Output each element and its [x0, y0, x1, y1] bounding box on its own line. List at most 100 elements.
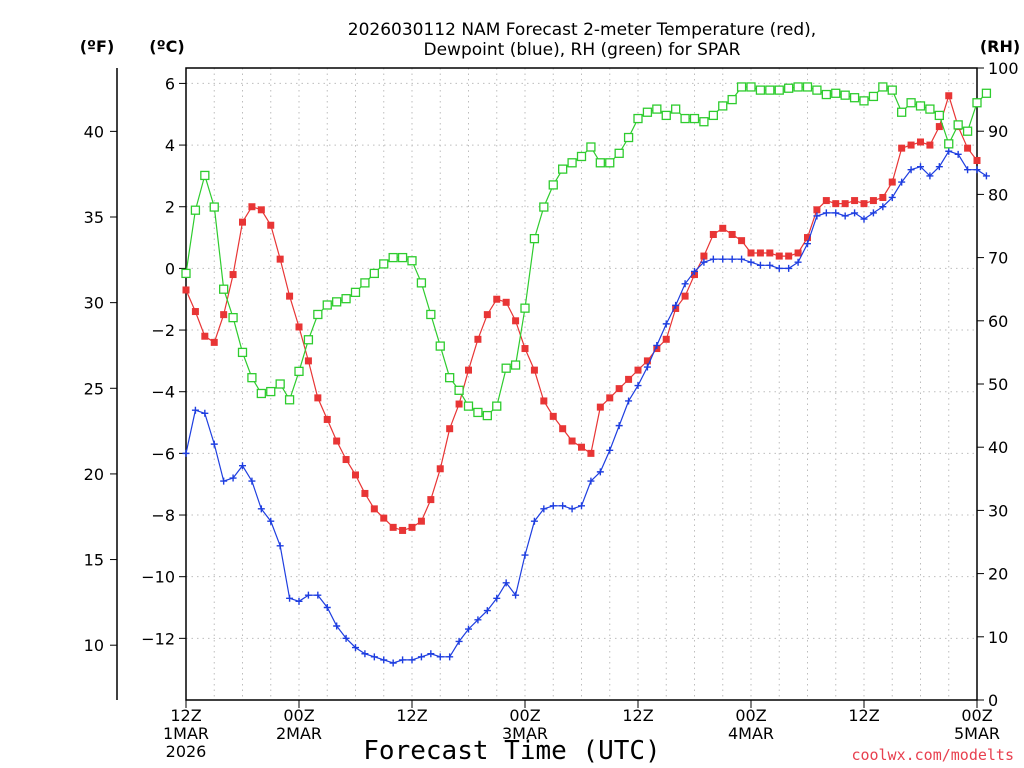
dewpoint-point: [417, 653, 425, 661]
rh-point: [284, 395, 295, 405]
dewpoint-point: [738, 255, 746, 263]
fahrenheit-unit-label: (ºF): [80, 37, 115, 56]
dewpoint-point: [775, 264, 783, 272]
temperature-point: [973, 156, 981, 164]
dewpoint-series: [182, 147, 990, 667]
dewpoint-point: [756, 261, 764, 269]
rh-point: [501, 363, 511, 373]
rh-point: [944, 139, 954, 149]
dewpoint-point: [295, 597, 303, 605]
rh-point: [548, 180, 558, 190]
dewpoint-point: [634, 382, 642, 390]
temperature-point: [804, 234, 811, 242]
rh-point: [510, 360, 521, 370]
temperature-point: [210, 338, 218, 346]
axes: [116, 67, 978, 701]
temperature-point: [719, 224, 727, 232]
credit-text: coolwx.com/modelts: [851, 746, 1014, 764]
temperature-point: [964, 144, 972, 152]
temperature-point: [898, 144, 906, 152]
chart-title-line-2: Dewpoint (blue), RH (green) for SPAR: [424, 40, 741, 60]
rh-point: [906, 98, 916, 108]
fahrenheit-tick-label: 15: [84, 551, 104, 570]
dewpoint-point: [323, 604, 331, 612]
celsius-tick-label: −4: [151, 383, 175, 402]
dewpoint-point: [917, 163, 924, 171]
dewpoint-point: [747, 258, 755, 266]
dewpoint-point: [794, 258, 802, 266]
time-tick-label: 00Z: [283, 706, 314, 725]
rh-point: [190, 205, 201, 215]
temperature-point: [427, 496, 435, 504]
rh-tick-label: 100: [988, 59, 1019, 78]
dewpoint-point: [719, 255, 727, 263]
time-tick-label: 12Z: [848, 706, 879, 725]
dewpoint-point: [248, 477, 256, 485]
dewpoint-point: [361, 650, 369, 658]
temperature-point: [361, 489, 369, 497]
temperature-point: [380, 514, 388, 522]
series-layer: [181, 82, 992, 667]
temperature-point: [229, 271, 237, 279]
temperature-point: [643, 357, 651, 365]
temperature-point: [917, 138, 924, 146]
rh-point: [642, 107, 653, 117]
rh-point: [755, 85, 766, 95]
temperature-point: [417, 517, 425, 525]
dewpoint-point: [314, 591, 322, 599]
dewpoint-point: [596, 468, 604, 476]
dewpoint-point: [578, 502, 585, 510]
temperature-point: [709, 230, 717, 238]
dewpoint-point: [549, 502, 557, 510]
rh-point: [849, 93, 860, 103]
temperature-point: [408, 523, 416, 531]
dewpoint-point: [512, 591, 520, 599]
rh-point: [426, 309, 436, 320]
dewpoint-point: [333, 622, 341, 630]
temperature-point: [785, 252, 793, 260]
rh-point: [200, 170, 210, 181]
rh-point: [303, 335, 314, 345]
temperature-point: [860, 200, 868, 208]
rh-point: [445, 373, 455, 383]
time-tick-label: 2026: [166, 742, 207, 761]
celsius-tick-label: −12: [141, 629, 175, 648]
temperature-point: [314, 394, 322, 402]
rh-point: [652, 104, 662, 114]
rh-point: [219, 284, 229, 294]
rh-point: [407, 256, 417, 266]
dewpoint-point: [352, 644, 359, 652]
rh-point: [379, 259, 389, 269]
temperature-point: [559, 425, 567, 433]
dewpoint-point: [935, 163, 943, 171]
dewpoint-point: [493, 594, 501, 602]
dewpoint-point: [869, 209, 877, 217]
temperature-point: [615, 385, 623, 393]
dewpoint-point: [804, 240, 811, 248]
dewpoint-point: [700, 258, 708, 266]
dewpoint-point: [907, 166, 915, 174]
rh-point: [718, 101, 728, 111]
dewpoint-point: [370, 653, 378, 661]
rh-tick-label: 90: [988, 122, 1008, 141]
celsius-tick-label: 2: [165, 198, 175, 217]
dewpoint-point: [973, 166, 981, 174]
dewpoint-point: [182, 449, 190, 457]
temperature-point: [333, 437, 341, 445]
rh-point: [915, 101, 926, 111]
temperature-point: [323, 415, 331, 423]
temperature-point: [756, 249, 764, 257]
temperature-point: [483, 311, 491, 319]
rh-point: [322, 300, 332, 310]
temperature-point: [521, 345, 529, 353]
dewpoint-point: [342, 634, 350, 642]
dewpoint-point: [945, 147, 953, 155]
temperature-point: [512, 317, 520, 325]
dewpoint-point: [276, 542, 284, 550]
dewpoint-point: [662, 320, 670, 328]
dewpoint-point: [615, 422, 623, 430]
chart-title-line-1: 2026030112 NAM Forecast 2-meter Temperat…: [348, 20, 816, 40]
rh-point: [586, 142, 596, 152]
rh-point: [746, 82, 756, 92]
rh-point: [859, 96, 869, 106]
